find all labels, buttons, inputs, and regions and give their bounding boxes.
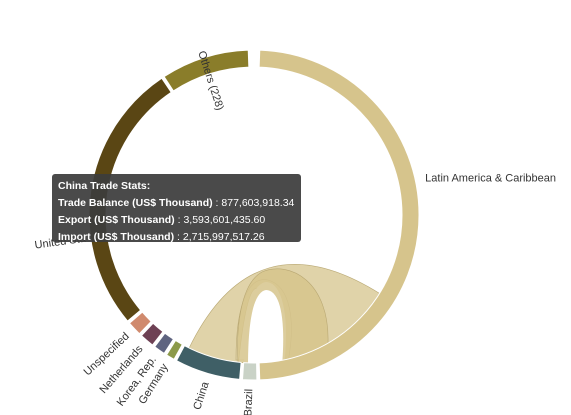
segment-label-china: China bbox=[191, 380, 212, 412]
segment-arc-korea-rep[interactable] bbox=[153, 332, 175, 355]
tooltip-value-import: 2,715,997,517.26 bbox=[182, 231, 265, 243]
segment-arc-netherlands[interactable] bbox=[140, 322, 164, 346]
ribbons bbox=[188, 264, 380, 366]
self-ribbon-inner-gap bbox=[248, 290, 284, 366]
segment-arc-china[interactable] bbox=[175, 345, 242, 380]
segment-arc-others-228[interactable] bbox=[163, 49, 250, 92]
trade-stats-tooltip: China Trade Stats: Trade Balance (US$ Th… bbox=[52, 174, 301, 243]
tooltip-row-export: Export (US$ Thousand) : 3,593,601,435.60 bbox=[58, 214, 266, 226]
tooltip-label-import: Import (US$ Thousand) bbox=[58, 231, 175, 243]
tooltip-title: China Trade Stats: bbox=[58, 180, 151, 192]
tooltip-value-export: 3,593,601,435.60 bbox=[183, 214, 266, 226]
segment-arc-brazil[interactable] bbox=[241, 362, 258, 381]
segment-label-brazil: Brazil bbox=[242, 389, 255, 415]
segment-arc-unspecified[interactable] bbox=[128, 311, 152, 335]
tooltip-row-import: Import (US$ Thousand) : 2,715,997,517.26 bbox=[58, 231, 265, 243]
tooltip-row-trade-balance: Trade Balance (US$ Thousand) : 877,603,9… bbox=[58, 197, 295, 209]
segment-arc-latin-america-caribbean[interactable] bbox=[258, 49, 420, 381]
tooltip-value-trade-balance: 877,603,918.34 bbox=[221, 197, 295, 209]
segment-arcs bbox=[88, 49, 420, 381]
tooltip-label-trade-balance: Trade Balance (US$ Thousand) bbox=[58, 197, 213, 209]
tooltip-label-export: Export (US$ Thousand) bbox=[58, 214, 175, 226]
segment-label-latin-america-caribbean: Latin America & Caribbean bbox=[425, 173, 556, 185]
segment-arc-germany[interactable] bbox=[165, 339, 183, 360]
